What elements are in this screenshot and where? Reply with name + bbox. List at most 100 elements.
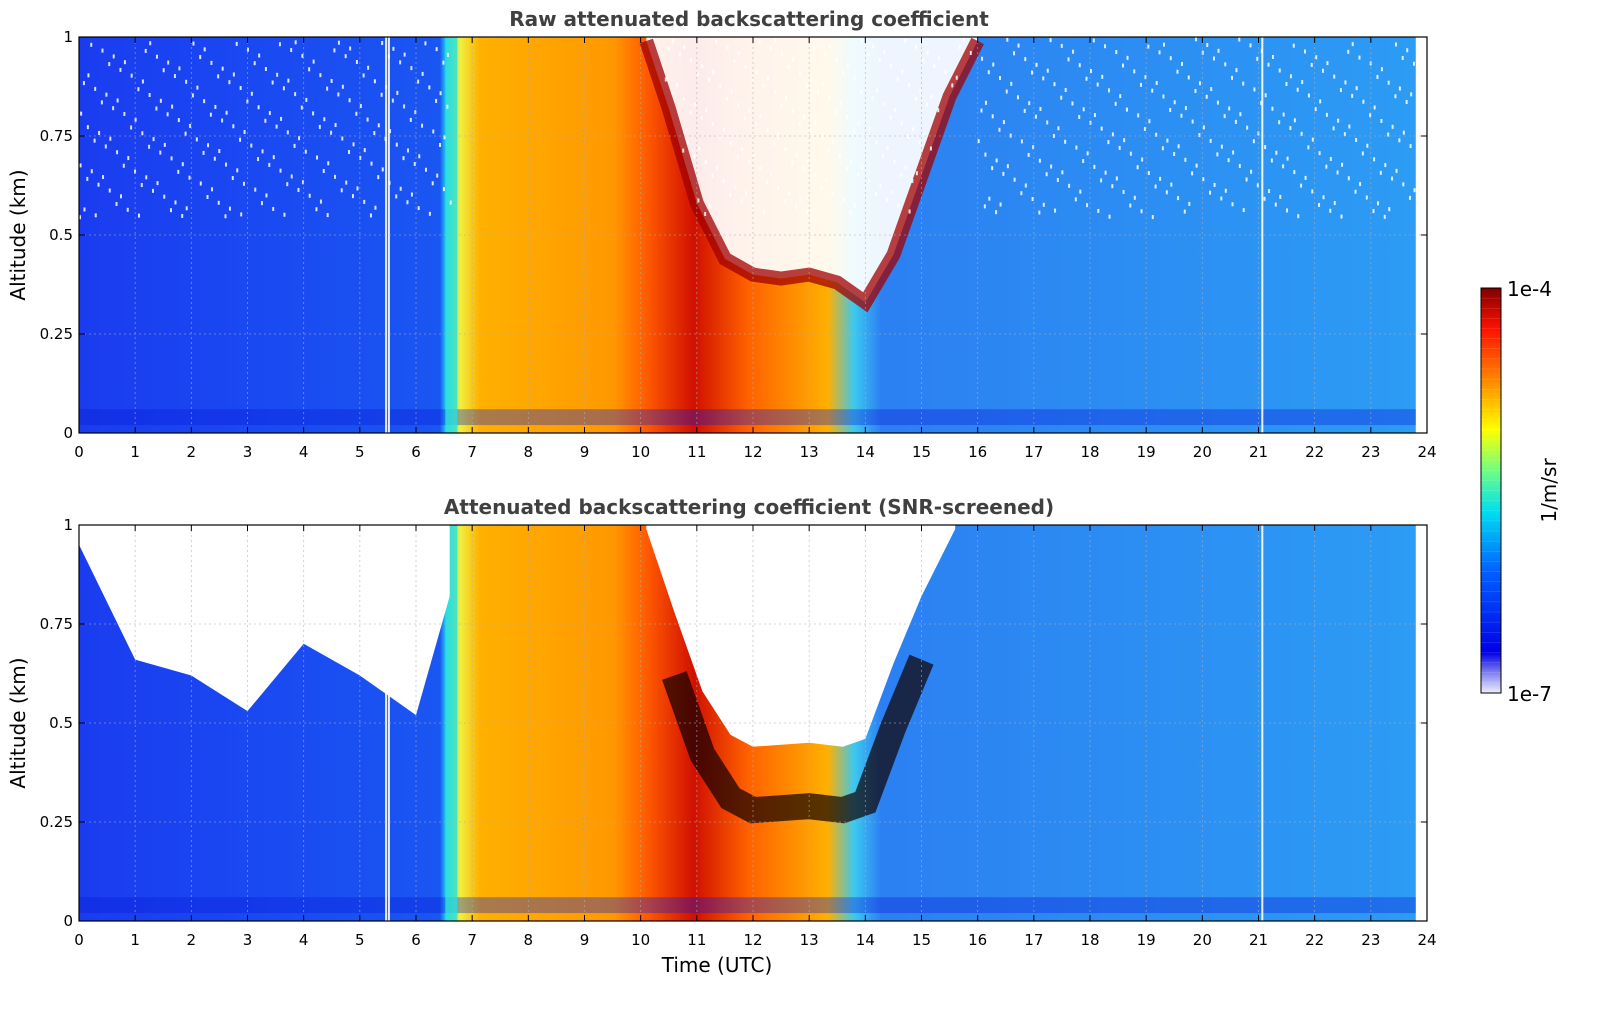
noise-speckle (1180, 113, 1183, 118)
noise-speckle (882, 102, 885, 107)
noise-speckle (1362, 99, 1365, 104)
noise-speckle (1154, 184, 1157, 189)
noise-speckle (1242, 81, 1245, 86)
noise-speckle (1206, 43, 1209, 48)
noise-speckle (203, 47, 206, 52)
noise-speckle (403, 104, 406, 109)
noise-speckle (395, 142, 398, 147)
noise-speckle (1348, 124, 1351, 129)
x-tick-label: 14 (856, 931, 875, 949)
x-tick-label: 7 (467, 443, 477, 461)
noise-speckle (1358, 55, 1361, 60)
x-tick-label: 6 (411, 931, 421, 949)
noise-speckle (667, 46, 670, 51)
noise-speckle (174, 200, 177, 205)
noise-speckle (264, 118, 267, 123)
noise-speckle (1118, 145, 1121, 150)
noise-speckle (729, 141, 732, 146)
noise-speckle (134, 169, 137, 174)
noise-speckle (323, 117, 326, 122)
noise-speckle (181, 213, 184, 218)
noise-speckle (1177, 144, 1180, 149)
noise-speckle (210, 187, 213, 192)
noise-speckle (773, 89, 776, 94)
noise-speckle (984, 100, 987, 105)
noise-speckle (1006, 37, 1009, 42)
noise-speckle (900, 121, 903, 126)
noise-speckle (116, 150, 119, 155)
noise-speckle (1049, 38, 1052, 43)
noise-speckle (327, 161, 330, 166)
noise-speckle (403, 52, 406, 57)
x-tick-label: 3 (243, 443, 253, 461)
noise-speckle (992, 62, 995, 67)
noise-speckle (1314, 107, 1317, 112)
noise-speckle (217, 200, 220, 205)
noise-speckle (90, 169, 93, 174)
noise-speckle (1344, 80, 1347, 85)
noise-speckle (276, 72, 279, 77)
noise-speckle (1050, 164, 1053, 169)
noise-speckle (1129, 151, 1132, 156)
x-tick-label: 23 (1361, 931, 1380, 949)
x-tick-label: 24 (1417, 931, 1436, 949)
noise-speckle (257, 105, 260, 110)
noise-speckle (1155, 80, 1158, 85)
noise-speckle (678, 52, 681, 57)
noise-speckle (1282, 164, 1285, 169)
noise-speckle (199, 55, 202, 60)
noise-speckle (925, 102, 928, 107)
noise-speckle (1318, 151, 1321, 156)
noise-speckle (1104, 170, 1107, 175)
noise-speckle (929, 146, 932, 151)
noise-speckle (864, 82, 867, 87)
noise-speckle (694, 102, 697, 107)
noise-speckle (1300, 183, 1303, 188)
noise-speckle (838, 153, 841, 158)
noise-speckle (1198, 81, 1201, 86)
x-tick-label: 20 (1193, 931, 1212, 949)
noise-speckle (1202, 177, 1205, 182)
noise-speckle (362, 73, 365, 78)
noise-speckle (260, 201, 263, 206)
noise-speckle (374, 205, 377, 210)
noise-speckle (170, 156, 173, 161)
noise-speckle (246, 47, 249, 52)
x-tick-label: 2 (187, 931, 197, 949)
noise-speckle (442, 187, 445, 192)
x-tick-label: 23 (1361, 443, 1380, 461)
x-tick-label: 16 (968, 931, 987, 949)
noise-speckle (1198, 133, 1201, 138)
noise-speckle (1267, 62, 1270, 67)
x-tick-label: 22 (1305, 931, 1324, 949)
noise-speckle (209, 112, 212, 117)
noise-speckle (1017, 43, 1020, 48)
noise-speckle (1296, 87, 1299, 92)
noise-speckle (944, 69, 947, 74)
surface-layer-band (79, 409, 1416, 426)
noise-speckle (926, 50, 929, 55)
noise-speckle (1391, 124, 1394, 129)
noise-speckle (134, 117, 137, 122)
noise-speckle (671, 91, 674, 96)
noise-speckle (319, 73, 322, 78)
noise-speckle (1355, 137, 1358, 142)
noise-speckle (1108, 214, 1111, 219)
noise-speckle (126, 207, 129, 212)
x-tick-label: 4 (299, 931, 309, 949)
noise-speckle (228, 206, 231, 211)
noise-speckle (1184, 157, 1187, 162)
colorbar: 1e-4 1e-7 1/m/sr (1480, 277, 1561, 706)
noise-speckle (1057, 126, 1060, 131)
noise-speckle (98, 130, 101, 135)
noise-speckle (1286, 156, 1289, 161)
noise-speckle (664, 77, 667, 82)
x-tick-label: 19 (1137, 443, 1156, 461)
noise-speckle (148, 144, 151, 149)
noise-speckle (294, 92, 297, 97)
noise-speckle (79, 215, 81, 220)
noise-speckle (392, 46, 395, 51)
noise-speckle (272, 155, 275, 160)
noise-speckle (1078, 114, 1081, 119)
noise-speckle (185, 206, 188, 211)
